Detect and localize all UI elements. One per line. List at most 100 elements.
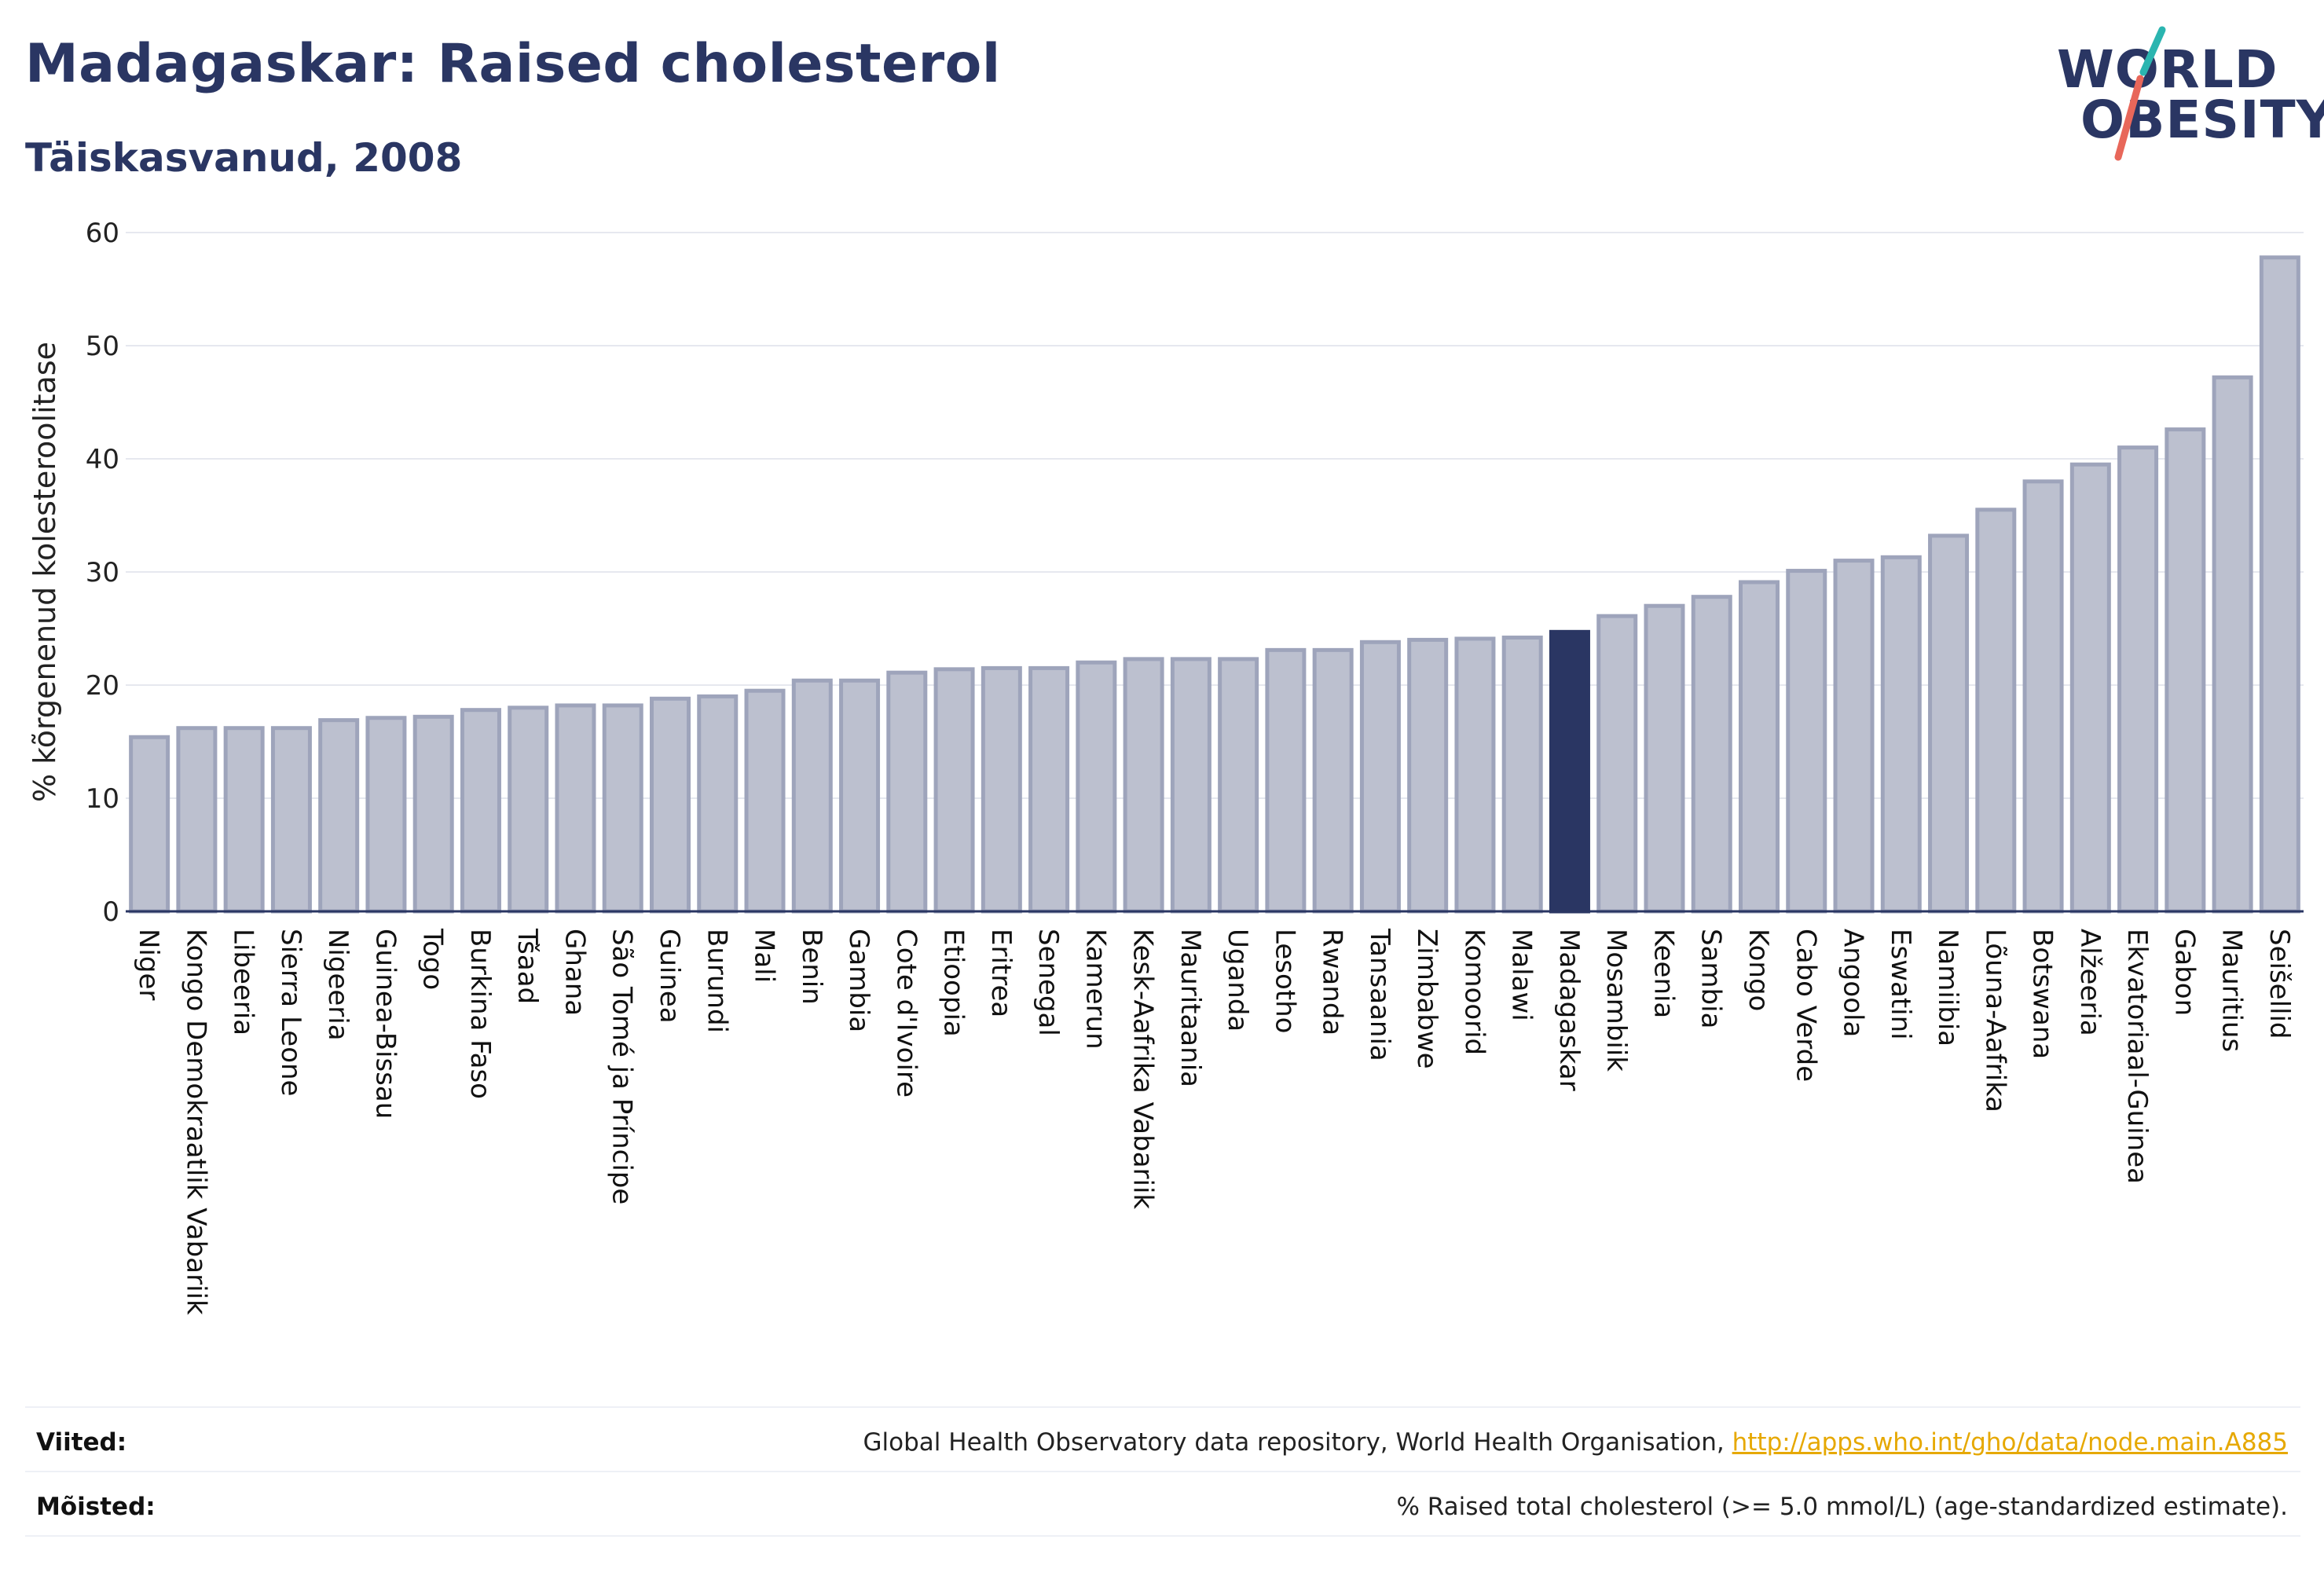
definitions-text: % Raised total cholesterol (>= 5.0 mmol/… — [1396, 1493, 2288, 1521]
bar — [1691, 595, 1732, 914]
y-tick-label: 10 — [86, 783, 119, 815]
x-tick-label: Etioopia — [938, 929, 970, 1037]
bar — [697, 694, 739, 914]
x-tick-label: Eritrea — [985, 929, 1017, 1017]
bar — [555, 703, 596, 914]
bar — [1738, 580, 1780, 914]
bar — [2165, 427, 2206, 914]
bar — [744, 688, 786, 914]
bar — [176, 726, 218, 914]
x-tick-label: Zimbabwe — [1411, 929, 1442, 1069]
bar — [223, 726, 265, 914]
bar — [508, 706, 549, 914]
x-tick-label: Uganda — [1222, 929, 1253, 1032]
bar — [1028, 665, 1070, 914]
y-tick-label: 60 — [86, 218, 119, 249]
x-tick-label: Libeeria — [228, 929, 259, 1035]
bar — [1123, 657, 1164, 914]
x-tick-label: Guinea — [654, 929, 685, 1024]
x-tick-label: Keenia — [1648, 929, 1679, 1018]
x-tick-label: Cote d'Ivoire — [890, 929, 922, 1098]
x-tick-label: Mauritius — [2216, 929, 2248, 1052]
x-tick-label: Benin — [796, 929, 827, 1005]
footer-divider-bottom — [25, 1535, 2300, 1537]
bar — [1407, 637, 1449, 914]
y-tick-label: 0 — [102, 896, 119, 928]
bar — [365, 716, 407, 914]
x-tick-label: Lõuna-Aafrika — [1979, 929, 2011, 1112]
y-tick-label: 50 — [86, 331, 119, 362]
x-tick-label: Senegal — [1032, 929, 1064, 1036]
bar — [981, 665, 1022, 914]
x-tick-label: Madagaskar — [1553, 929, 1585, 1091]
bar — [318, 718, 360, 914]
logo-slash-icon — [2114, 26, 2166, 161]
footer-divider-middle — [25, 1471, 2300, 1472]
bar — [270, 726, 312, 914]
x-tick-label: Burkina Faso — [464, 929, 496, 1099]
world-obesity-logo: WORLD OBESITY — [2051, 24, 2324, 165]
bar — [1880, 555, 1922, 914]
bar-chart: 0 10 20 30 40 50 60 % kõrgenenud kolesteroolita… — [27, 218, 2304, 1315]
bar — [1644, 603, 1685, 914]
x-tick-label: Mali — [749, 929, 780, 983]
x-tick-label: Guinea-Bissau — [369, 929, 401, 1119]
x-tick-label: Eswatini — [1885, 929, 1916, 1040]
logo-line-1: WORLD — [2057, 39, 2278, 100]
bar — [412, 714, 454, 914]
x-tick-label: Lesotho — [1269, 929, 1300, 1033]
bar — [1833, 559, 1875, 914]
bar — [1501, 636, 1543, 914]
x-tick-label: Sambia — [1695, 929, 1727, 1028]
x-tick-label: Kamerun — [1080, 929, 1111, 1050]
x-tick-label: Burundi — [701, 929, 732, 1033]
x-tick-label: Sierra Leone — [275, 929, 306, 1096]
bar — [1975, 508, 2017, 914]
x-tick-label: Mosambiik — [1600, 929, 1632, 1072]
bar — [886, 670, 928, 914]
bar — [1265, 647, 1307, 914]
sources-label: Viited: — [36, 1428, 127, 1457]
x-tick-label: Kongo — [1743, 929, 1774, 1011]
x-tick-label: Niger — [133, 929, 164, 1000]
bar — [2022, 479, 2064, 914]
x-tick-label: Ghana — [559, 929, 590, 1016]
bar — [1170, 657, 1211, 914]
x-tick-label: Namiibia — [1932, 929, 1963, 1046]
bar — [1786, 569, 1827, 914]
sources-text: Global Health Observatory data repositor… — [863, 1428, 2288, 1457]
bar — [1218, 657, 1259, 914]
bar — [1454, 636, 1496, 914]
x-tick-label: Botswana — [2027, 929, 2058, 1059]
bar — [602, 703, 643, 914]
bar — [2259, 255, 2300, 914]
x-tick-label: Cabo Verde — [1790, 929, 1821, 1082]
bar — [1312, 647, 1354, 914]
x-tick-label: São Tomé ja Príncipe — [607, 929, 638, 1204]
x-tick-label: Kongo Demokraatlik Vabariik — [180, 929, 211, 1315]
x-tick-label: Gambia — [843, 929, 874, 1032]
bar — [839, 678, 881, 914]
bar — [1928, 533, 1970, 914]
x-tick-label: Togo — [417, 928, 449, 990]
x-tick-label: Tansaania — [1364, 928, 1395, 1061]
bar — [129, 735, 170, 914]
x-tick-label: Nigeeria — [322, 929, 354, 1041]
bar — [1596, 614, 1638, 914]
x-tick-label: Alžeeria — [2074, 929, 2106, 1036]
bar — [2117, 445, 2159, 914]
bar — [649, 696, 691, 914]
sources-citation: Global Health Observatory data repositor… — [863, 1428, 1732, 1457]
bar — [791, 678, 833, 914]
y-tick-label: 30 — [86, 557, 119, 588]
chart-title: Madagaskar: Raised cholesterol — [25, 33, 1001, 95]
x-tick-label: Seišellid — [2264, 929, 2295, 1039]
chart-subtitle: Täiskasvanud, 2008 — [25, 135, 463, 181]
bar — [1359, 640, 1401, 914]
sources-link[interactable]: http://apps.who.int/gho/data/node.main.A… — [1732, 1428, 2288, 1457]
x-tick-label: Ekvatoriaal-Guinea — [2121, 929, 2153, 1184]
y-tick-label: 20 — [86, 670, 119, 702]
x-tick-label: Angoola — [1838, 929, 1869, 1037]
bar — [933, 667, 975, 914]
x-tick-label: Malawi — [1506, 929, 1538, 1021]
